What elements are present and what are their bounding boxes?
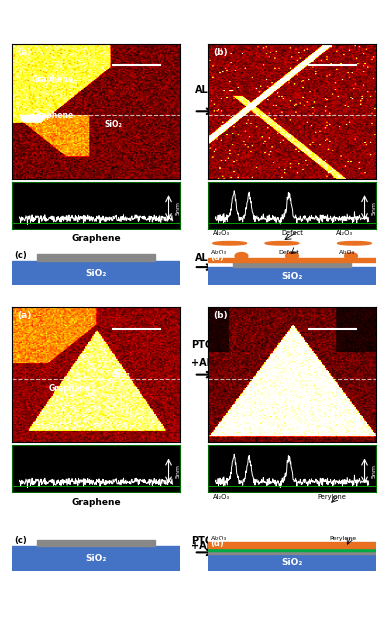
Text: Perylene: Perylene bbox=[317, 494, 346, 500]
Circle shape bbox=[286, 253, 298, 260]
Text: (d): (d) bbox=[210, 253, 224, 263]
Text: 5nm: 5nm bbox=[371, 464, 376, 478]
Text: SiO₂: SiO₂ bbox=[85, 268, 107, 278]
Text: (d): (d) bbox=[210, 539, 224, 548]
Text: Al₂O₃: Al₂O₃ bbox=[211, 535, 227, 540]
Text: Al₂O₃: Al₂O₃ bbox=[213, 494, 230, 500]
Text: (a): (a) bbox=[17, 48, 31, 57]
Text: Al₂O₃: Al₂O₃ bbox=[336, 231, 353, 236]
Bar bbox=[208, 551, 376, 554]
Text: Defect: Defect bbox=[281, 231, 303, 236]
Bar bbox=[12, 546, 180, 571]
Bar bbox=[208, 547, 376, 551]
Text: (c): (c) bbox=[14, 536, 27, 545]
Text: 5nm: 5nm bbox=[371, 201, 376, 214]
Bar bbox=[208, 542, 376, 547]
Text: Graphene: Graphene bbox=[71, 498, 121, 507]
Text: 5nm: 5nm bbox=[175, 464, 180, 478]
Text: PTCA: PTCA bbox=[191, 340, 220, 350]
Text: SiO₂: SiO₂ bbox=[281, 271, 303, 281]
Bar bbox=[208, 267, 376, 285]
Text: (b): (b) bbox=[213, 311, 227, 320]
Text: SiO₂: SiO₂ bbox=[113, 371, 131, 379]
Text: Defect: Defect bbox=[278, 250, 299, 255]
Bar bbox=[12, 261, 180, 285]
Bar bbox=[208, 554, 376, 571]
Text: Graphene: Graphene bbox=[32, 111, 74, 120]
Bar bbox=[37, 540, 155, 546]
Text: SiO₂: SiO₂ bbox=[85, 554, 107, 563]
Circle shape bbox=[213, 241, 247, 245]
Text: (b): (b) bbox=[213, 48, 227, 57]
Text: ALD: ALD bbox=[195, 253, 216, 263]
Text: SiO₂: SiO₂ bbox=[104, 120, 122, 129]
Text: +ALD: +ALD bbox=[191, 540, 221, 551]
Text: SiO₂: SiO₂ bbox=[281, 558, 303, 567]
Circle shape bbox=[235, 253, 248, 260]
Text: ALD: ALD bbox=[195, 85, 216, 95]
Text: PTCA: PTCA bbox=[191, 536, 220, 546]
Bar bbox=[37, 255, 155, 261]
Circle shape bbox=[265, 241, 299, 245]
Bar bbox=[208, 258, 376, 262]
Text: 5nm: 5nm bbox=[175, 201, 180, 214]
Text: (a): (a) bbox=[17, 311, 31, 320]
Text: Graphene: Graphene bbox=[32, 75, 74, 83]
Text: Graphene: Graphene bbox=[71, 234, 121, 243]
Text: Perylene: Perylene bbox=[329, 535, 356, 540]
Circle shape bbox=[338, 241, 371, 245]
Circle shape bbox=[345, 253, 358, 260]
Bar bbox=[233, 262, 351, 267]
Text: +ALD: +ALD bbox=[191, 358, 221, 368]
Text: Al₂O₃: Al₂O₃ bbox=[339, 250, 355, 255]
Text: Al₂O₃: Al₂O₃ bbox=[213, 231, 230, 236]
Text: (c): (c) bbox=[14, 251, 27, 260]
Text: Al₂O₃: Al₂O₃ bbox=[211, 250, 227, 255]
Text: Graphene: Graphene bbox=[49, 384, 91, 393]
